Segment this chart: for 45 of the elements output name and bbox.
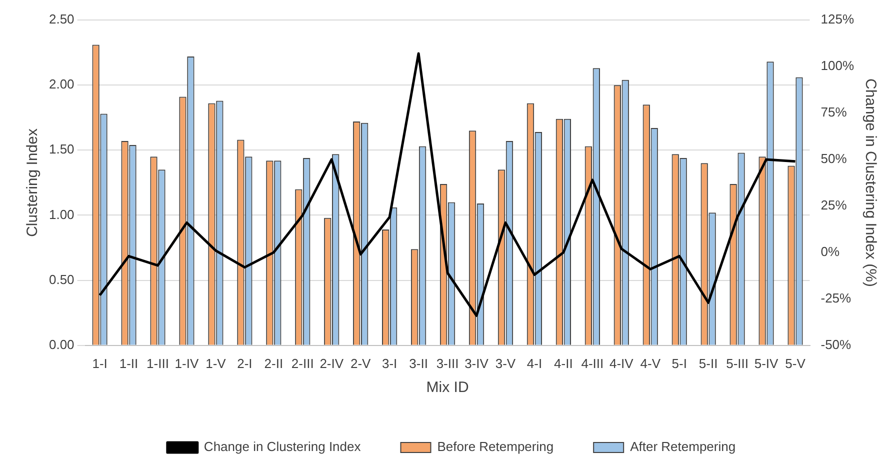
x-tick-label: 4-V xyxy=(640,356,661,371)
legend-label: Before Retempering xyxy=(437,439,554,454)
x-tick-label: 3-II xyxy=(409,356,428,371)
y-tick-label: 2.50 xyxy=(48,12,74,27)
y2-tick-label: 25% xyxy=(820,198,848,213)
x-tick-label: 4-I xyxy=(526,356,542,371)
y2-tick-label: 0% xyxy=(820,244,840,260)
x-tick-label: 4-IV xyxy=(609,356,634,371)
x-tick-label: 1-IV xyxy=(174,356,199,371)
y-tick-label: 0.50 xyxy=(48,272,74,287)
x-tick-label: 5-II xyxy=(698,356,718,371)
x-tick-label: 5-III xyxy=(726,356,749,371)
y2-tick-label: 100% xyxy=(820,58,854,74)
x-tick-label: 3-III xyxy=(436,356,459,371)
y-tick-label: 1.50 xyxy=(48,142,74,157)
x-tick-label: 3-I xyxy=(382,356,398,371)
y2-tick-label: 50% xyxy=(820,151,848,166)
x-tick-label: 1-I xyxy=(92,356,108,371)
legend-label: After Retempering xyxy=(630,439,736,454)
x-tick-label: 2-V xyxy=(350,356,372,371)
x-tick-label: 1-III xyxy=(146,356,169,371)
y-tick-label: 1.00 xyxy=(48,206,74,222)
y-tick-label: 0.00 xyxy=(48,336,74,352)
y-tick-label: 2.00 xyxy=(48,76,74,92)
x-tick-label: 1-II xyxy=(119,356,138,371)
x-tick-label: 3-V xyxy=(495,356,516,371)
legend-label: Change in Clustering Index xyxy=(204,439,362,454)
y2-axis-title: Change in Clustering Index (%) xyxy=(862,78,879,287)
y2-tick-label: 125% xyxy=(820,12,854,27)
x-tick-label: 4-II xyxy=(554,356,573,371)
y-axis-title: Clustering Index xyxy=(24,128,42,237)
x-tick-label: 3-IV xyxy=(464,356,489,371)
x-tick-label: 2-IV xyxy=(320,356,344,371)
x-tick-label: 2-II xyxy=(264,356,284,371)
x-tick-label: 2-I xyxy=(237,356,252,371)
x-tick-label: 1-V xyxy=(206,356,226,371)
x-tick-label: 2-III xyxy=(291,356,314,371)
x-tick-label: 5-V xyxy=(785,356,806,371)
y2-tick-label: -25% xyxy=(820,290,852,306)
x-axis-title: Mix ID xyxy=(426,379,469,396)
x-tick-label: 5-I xyxy=(672,356,687,371)
y2-tick-label: -50% xyxy=(820,336,852,352)
x-tick-label: 4-III xyxy=(581,356,604,371)
y2-tick-label: 75% xyxy=(820,104,848,120)
x-tick-label: 5-IV xyxy=(754,356,779,371)
